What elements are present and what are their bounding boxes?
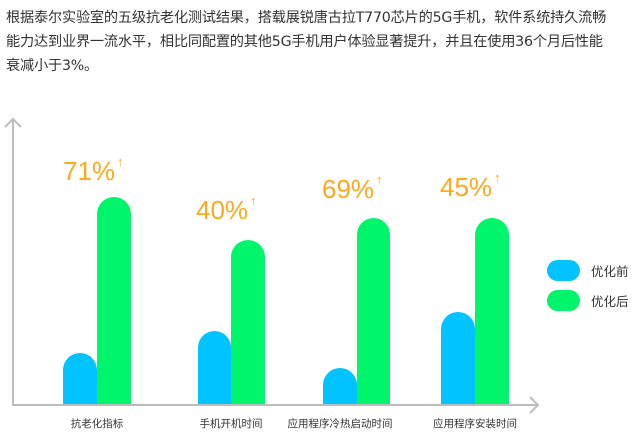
legend-item-before: 优化前 — [547, 260, 629, 281]
bar-before-2 — [198, 331, 231, 404]
arrow-up-icon: ↑ — [117, 154, 124, 169]
improvement-label-2: 40% ↑ — [196, 193, 257, 226]
bar-after-2 — [231, 240, 265, 404]
improvement-value: 69% — [322, 174, 375, 204]
legend-swatch-before — [547, 260, 580, 281]
intro-line-3: 衰减小于3%。 — [6, 58, 99, 74]
bar-before-3 — [323, 368, 357, 404]
category-label-2: 手机开机时间 — [199, 418, 263, 430]
y-axis — [12, 118, 14, 406]
legend-swatch-after — [547, 290, 580, 311]
legend-label-before: 优化前 — [591, 264, 629, 279]
improvement-value: 71% — [63, 156, 116, 186]
bar-after-1 — [97, 197, 131, 404]
improvement-label-3: 69% ↑ — [322, 172, 383, 205]
improvement-value: 40% — [196, 195, 249, 225]
arrow-up-icon: ↑ — [376, 172, 383, 187]
intro-paragraph: 根据泰尔实验室的五级抗老化测试结果，搭载展锐唐古拉T770芯片的5G手机，软件系… — [6, 6, 630, 78]
legend-item-after: 优化后 — [547, 290, 629, 311]
bar-after-4 — [475, 218, 509, 404]
category-label-4: 应用程序安装时间 — [433, 418, 517, 430]
x-axis — [12, 404, 538, 406]
legend-label-after: 优化后 — [591, 294, 629, 309]
improvement-value: 45% — [440, 172, 493, 202]
x-axis-arrow-icon — [529, 396, 540, 414]
arrow-up-icon: ↑ — [250, 193, 257, 208]
intro-line-1: 根据泰尔实验室的五级抗老化测试结果，搭载展锐唐古拉T770芯片的5G手机，软件系… — [6, 10, 607, 26]
y-axis-arrow-icon — [4, 117, 22, 128]
intro-line-2: 能力达到业界一流水平，相比同配置的其他5G手机用户体验显著提升，并且在使用36个… — [6, 34, 603, 50]
improvement-label-1: 71% ↑ — [63, 154, 124, 187]
bar-before-1 — [63, 353, 97, 404]
bar-after-3 — [357, 218, 390, 404]
category-label-3: 应用程序冷热启动时间 — [287, 418, 393, 430]
arrow-up-icon: ↑ — [494, 170, 501, 185]
category-label-1: 抗老化指标 — [70, 418, 124, 430]
bar-before-4 — [441, 312, 475, 404]
improvement-label-4: 45% ↑ — [440, 170, 501, 203]
